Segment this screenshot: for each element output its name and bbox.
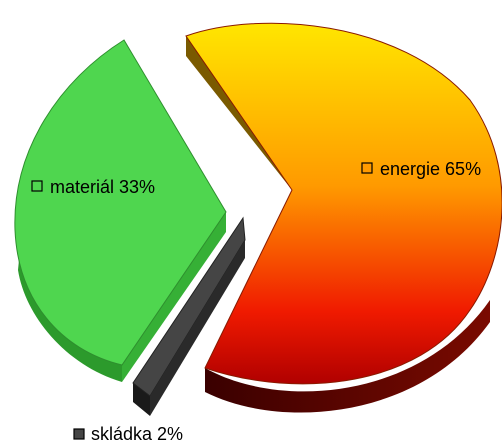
legend-marker-skladka [73,428,85,440]
slice-skladka [132,216,246,416]
label-energie: energie 65% [361,159,481,179]
slice-material-side [18,250,122,382]
label-skladka-text: skládka 2% [91,424,183,444]
label-material-text: materiál 33% [50,177,155,197]
label-skladka: skládka 2% [73,424,183,444]
slice-skladka-side [133,383,150,416]
slice-material-inner-side [122,212,226,382]
slice-energie [185,22,502,413]
label-energie-text: energie 65% [380,159,481,179]
legend-marker-energie [361,162,373,174]
slice-material [14,39,227,382]
slice-skladka-front [150,240,245,416]
legend-marker-material [31,180,43,192]
slice-energie-top [185,22,502,385]
slice-material-top [14,39,227,366]
label-material: materiál 33% [31,177,155,197]
slice-energie-bottom [205,300,490,413]
